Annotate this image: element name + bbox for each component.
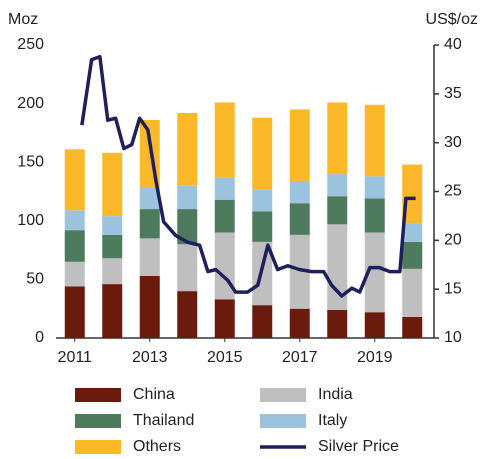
bar-segment bbox=[139, 238, 160, 276]
bar-segment bbox=[64, 230, 85, 262]
bar-segment bbox=[102, 234, 123, 259]
y-tick-label: 0 bbox=[35, 329, 44, 346]
y-tick-label: 150 bbox=[17, 153, 44, 170]
bar-segment bbox=[364, 198, 385, 233]
bar-segment bbox=[289, 234, 310, 309]
price-line bbox=[80, 54, 416, 298]
y-tick-label: 250 bbox=[17, 36, 44, 53]
bar-segment bbox=[252, 211, 273, 242]
bar-segment bbox=[402, 223, 423, 242]
bar-segment bbox=[64, 210, 85, 231]
y2-tick-label: 15 bbox=[444, 280, 462, 297]
bar-segment bbox=[364, 104, 385, 177]
y2-tick-label: 30 bbox=[444, 134, 462, 151]
bar-segment bbox=[402, 164, 423, 224]
legend-swatch bbox=[260, 388, 306, 402]
legend-label: Italy bbox=[318, 412, 347, 429]
legend-label: Others bbox=[133, 438, 181, 455]
y2-tick-label: 10 bbox=[444, 329, 462, 346]
legend-swatch bbox=[260, 414, 306, 428]
bar-segment bbox=[102, 216, 123, 235]
bar-segment bbox=[177, 185, 198, 210]
bar-segment bbox=[402, 316, 423, 338]
y2-tick-label: 35 bbox=[444, 85, 462, 102]
bar-segment bbox=[139, 187, 160, 210]
bar-segment bbox=[139, 209, 160, 239]
bar-segment bbox=[177, 244, 198, 292]
bar-segment bbox=[289, 109, 310, 181]
bar-segment bbox=[102, 284, 123, 338]
bar-segment bbox=[289, 203, 310, 235]
bar-segment bbox=[102, 258, 123, 285]
bar-segment bbox=[177, 209, 198, 245]
bar-segment bbox=[364, 312, 385, 338]
bar-segment bbox=[214, 299, 235, 338]
bar-segment bbox=[327, 173, 348, 197]
legend-label: India bbox=[318, 386, 353, 403]
bar-segment bbox=[214, 199, 235, 233]
bar-segment bbox=[64, 286, 85, 338]
y2-axis-title: US$/oz bbox=[426, 11, 478, 28]
legend-label: Thailand bbox=[133, 412, 194, 429]
bar-segment bbox=[327, 102, 348, 174]
x-tick-label: 2019 bbox=[357, 349, 393, 366]
bar-segment bbox=[402, 241, 423, 269]
bar-segment bbox=[252, 189, 273, 212]
x-tick-label: 2017 bbox=[282, 349, 318, 366]
y-tick-label: 50 bbox=[26, 271, 44, 288]
y2-tick-label: 25 bbox=[444, 183, 462, 200]
bar-segment bbox=[289, 180, 310, 204]
bar-segment bbox=[139, 275, 160, 338]
bar-segment bbox=[402, 268, 423, 317]
bar-segment bbox=[102, 152, 123, 217]
bar-segment bbox=[327, 309, 348, 338]
legend-swatch bbox=[75, 388, 121, 402]
bar-segment bbox=[289, 308, 310, 338]
bar-segment bbox=[364, 176, 385, 199]
legend-swatch bbox=[75, 440, 121, 454]
legend-label: Silver Price bbox=[318, 438, 399, 455]
y-axis-title: Moz bbox=[8, 11, 38, 28]
bar-segment bbox=[327, 224, 348, 310]
bar-segment bbox=[327, 196, 348, 225]
bar-segment bbox=[64, 261, 85, 287]
bar-segment bbox=[177, 291, 198, 338]
bar-segment bbox=[364, 232, 385, 313]
x-tick-label: 2011 bbox=[58, 349, 93, 366]
legend-label: China bbox=[133, 386, 175, 403]
y-tick-label: 200 bbox=[17, 95, 44, 112]
y2-tick-label: 40 bbox=[444, 36, 462, 53]
x-tick-label: 2015 bbox=[207, 349, 243, 366]
bar-segment bbox=[214, 102, 235, 178]
bar-segment bbox=[252, 117, 273, 190]
bar-segment bbox=[214, 177, 235, 200]
bar-segment bbox=[177, 112, 198, 186]
y-tick-label: 100 bbox=[17, 212, 44, 229]
bar-segment bbox=[64, 149, 85, 211]
legend-swatch bbox=[75, 414, 121, 428]
y2-tick-label: 20 bbox=[444, 232, 462, 249]
bar-segment bbox=[252, 305, 273, 338]
x-tick-label: 2013 bbox=[132, 349, 168, 366]
